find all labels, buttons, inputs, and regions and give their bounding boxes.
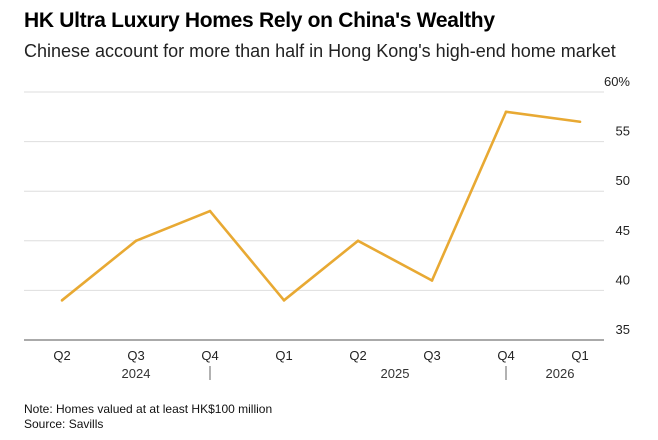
data-point [282, 299, 286, 302]
y-tick-label: 60% [604, 74, 630, 89]
data-point [430, 279, 434, 282]
x-tick-label: Q2 [53, 348, 70, 363]
y-tick-label: 40 [616, 272, 630, 287]
chart-notes: Note: Homes valued at at least HK$100 mi… [24, 402, 272, 432]
x-tick-label: Q2 [349, 348, 366, 363]
year-label: 2025 [381, 366, 410, 381]
data-point [208, 209, 212, 213]
y-tick-label: 35 [616, 322, 630, 337]
data-point [356, 239, 360, 243]
x-tick-label: Q4 [201, 348, 218, 363]
data-point [134, 239, 138, 243]
y-tick-label: 50 [616, 173, 630, 188]
data-point [60, 299, 64, 302]
y-tick-label: 45 [616, 223, 630, 238]
series-line [61, 110, 581, 302]
chart-title: HK Ultra Luxury Homes Rely on China's We… [24, 9, 495, 32]
source-text: Source: Savills [24, 417, 104, 431]
y-tick-label: 55 [616, 124, 630, 139]
note-text: Note: Homes valued at at least HK$100 mi… [24, 402, 273, 416]
chart-subtitle: Chinese account for more than half in Ho… [24, 41, 616, 61]
x-tick-label: Q4 [497, 348, 514, 363]
data-point [578, 120, 582, 124]
x-tick-label: Q3 [423, 348, 440, 363]
x-tick-label: Q3 [127, 348, 144, 363]
year-label: 2024 [122, 366, 151, 381]
year-label: 2026 [546, 366, 575, 381]
x-tick-label: Q1 [571, 348, 588, 363]
x-tick-label: Q1 [275, 348, 292, 363]
data-point [504, 110, 508, 114]
